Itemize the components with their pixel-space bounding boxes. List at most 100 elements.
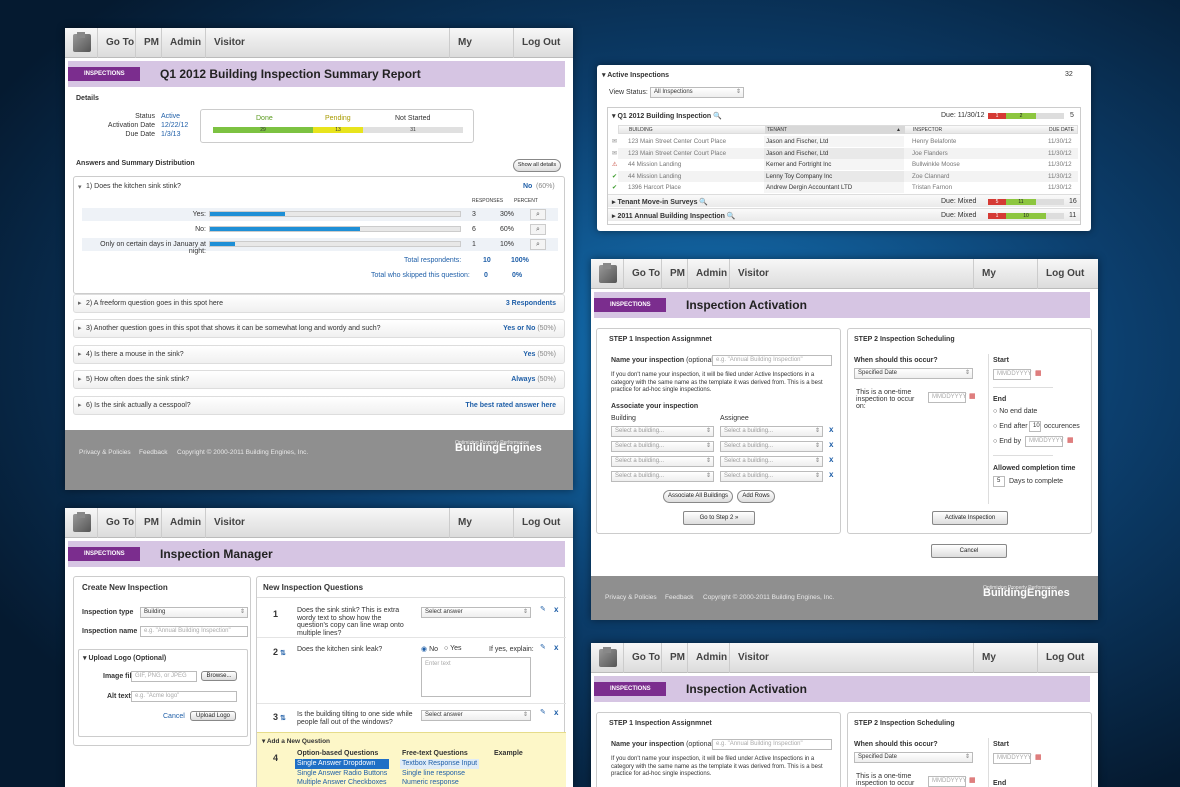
when-select[interactable]: Specified Date	[854, 752, 973, 763]
row-building[interactable]: 123 Main Street Center Court Place	[628, 149, 727, 157]
remove-row-icon[interactable]: x	[829, 455, 834, 464]
activate-inspection-button[interactable]: Activate Inspection	[932, 511, 1008, 525]
table-row[interactable]: ✔ 44 Mission Landing Lenny Toy Company Inc…	[612, 170, 1078, 182]
q2-yes-option[interactable]: ○ Yes	[444, 645, 461, 652]
nav-visitor[interactable]: Visitor	[205, 28, 445, 58]
reorder-icon[interactable]: ⇅	[278, 715, 286, 722]
col-due-date[interactable]: DUE DATE	[1049, 127, 1074, 133]
nav-admin[interactable]: Admin	[161, 28, 205, 58]
assignee-select[interactable]: Select a building...	[720, 426, 823, 437]
nav-admin[interactable]: Admin	[687, 643, 729, 673]
remove-row-icon[interactable]: x	[829, 440, 834, 449]
type-select[interactable]: Building	[140, 607, 248, 618]
building-logo-icon[interactable]	[599, 263, 617, 283]
q1-answer-select[interactable]: Select answer	[421, 607, 531, 618]
footer-privacy-link[interactable]: Privacy & Policies	[79, 449, 131, 456]
q2-no-option[interactable]: ◉ No	[421, 645, 438, 653]
remove-row-icon[interactable]: x	[829, 425, 834, 434]
building-logo-icon[interactable]	[599, 647, 617, 667]
nav-pm[interactable]: PM	[661, 259, 687, 289]
question-3-row[interactable]: 3) Another question goes in this spot th…	[73, 319, 565, 338]
start-date-input[interactable]: MMDDYYYY	[993, 753, 1032, 764]
nav-pm[interactable]: PM	[135, 28, 161, 58]
associate-all-button[interactable]: Associate All Buildings	[663, 490, 733, 503]
question-6-row[interactable]: 6) Is the sink actually a cesspool? The b…	[73, 396, 565, 415]
question-2-row[interactable]: 2) A freeform question goes in this spot…	[73, 294, 565, 313]
delete-icon[interactable]: x	[554, 708, 559, 717]
building-select[interactable]: Select a building...	[611, 426, 714, 437]
active-inspections-title[interactable]: ▾ Active Inspections	[602, 71, 669, 79]
go-to-step-2-button[interactable]: Go to Step 2 »	[683, 511, 755, 525]
edit-icon[interactable]: ✎	[540, 644, 546, 651]
assignee-select[interactable]: Select a building...	[720, 471, 823, 482]
nav-visitor[interactable]: Visitor	[729, 643, 969, 673]
onetime-date-input[interactable]: MMDDYYYY	[928, 392, 967, 403]
col-tenant[interactable]: TENANT ▲	[765, 126, 905, 134]
nav-my-account[interactable]: My Account	[973, 259, 1037, 309]
nav-visitor[interactable]: Visitor	[205, 508, 445, 538]
calendar-icon[interactable]: ▦	[969, 393, 976, 400]
calendar-icon[interactable]: ▦	[1035, 370, 1042, 377]
reorder-icon[interactable]: ⇅	[278, 650, 286, 657]
question-5-row[interactable]: 5) How often does the sink stink?Always …	[73, 370, 565, 389]
building-select[interactable]: Select a building...	[611, 456, 714, 467]
start-date-input[interactable]: MMDDYYYY	[993, 369, 1032, 380]
upload-logo-button[interactable]: Upload Logo	[190, 711, 236, 721]
inspection-name-input[interactable]: e.g. "Annual Building Inspection"	[712, 355, 832, 366]
add-question-heading[interactable]: ▾ Add a New Question	[262, 738, 331, 745]
remove-row-icon[interactable]: x	[829, 470, 834, 479]
cancel-link[interactable]: Cancel	[163, 713, 185, 720]
nav-goto[interactable]: Go To	[97, 28, 135, 58]
q3-answer-select[interactable]: Select answer	[421, 710, 531, 721]
no-end-option[interactable]: ○ No end date	[993, 408, 1037, 415]
inspection-name-input[interactable]: e.g. "Annual Building Inspection"	[140, 626, 248, 637]
radio-icon[interactable]: ○	[993, 423, 998, 430]
nav-pm[interactable]: PM	[661, 643, 687, 673]
radio-icon[interactable]: ○	[993, 408, 998, 415]
occurrences-input[interactable]: 10	[1029, 421, 1041, 432]
expand-arrow-icon[interactable]: ▾	[78, 184, 82, 191]
group1-header[interactable]: ▾ Q1 2012 Building Inspection 🔍	[612, 112, 722, 120]
col-inspector[interactable]: INSPECTOR	[913, 127, 943, 133]
row-building[interactable]: 44 Mission Landing	[628, 161, 682, 168]
nav-admin[interactable]: Admin	[687, 259, 729, 289]
search-icon[interactable]: 🔍	[711, 113, 722, 120]
nav-my-account[interactable]: My Account	[449, 508, 513, 558]
footer-feedback-link[interactable]: Feedback	[139, 449, 168, 456]
delete-icon[interactable]: x	[554, 605, 559, 614]
table-row[interactable]: ⚠ 44 Mission Landing Kerner and Fortright …	[612, 159, 1078, 170]
view-status-select[interactable]: All Inspections	[650, 87, 744, 98]
zoom-icon[interactable]: ⌕	[530, 224, 546, 235]
calendar-icon[interactable]: ▦	[1035, 754, 1042, 761]
nav-goto[interactable]: Go To	[623, 643, 661, 673]
days-input[interactable]: 5	[993, 476, 1005, 487]
row-building[interactable]: 1396 Harcort Place	[628, 184, 681, 191]
question-4-row[interactable]: 4) Is there a mouse in the sink? Yes (50%…	[73, 345, 565, 364]
end-after-option[interactable]: ○ End after	[993, 423, 1028, 430]
show-all-details-button[interactable]: Show all details	[513, 159, 561, 172]
footer-privacy-link[interactable]: Privacy & Policies	[605, 594, 657, 601]
radio-icon[interactable]: ○	[444, 645, 449, 652]
delete-icon[interactable]: x	[554, 643, 559, 652]
single-answer-dropdown-item[interactable]: Single Answer Dropdown	[295, 759, 390, 769]
calendar-icon[interactable]: ▦	[1067, 437, 1074, 444]
group3-row[interactable]: ▸ 2011 Annual Building Inspection 🔍 Due:…	[608, 208, 1080, 221]
col-building[interactable]: BUILDING	[629, 127, 653, 133]
building-select[interactable]: Select a building...	[611, 471, 714, 482]
building-select[interactable]: Select a building...	[611, 441, 714, 452]
nav-visitor[interactable]: Visitor	[729, 259, 969, 289]
assignee-select[interactable]: Select a building...	[720, 456, 823, 467]
onetime-date-input[interactable]: MMDDYYYY	[928, 776, 967, 787]
table-row[interactable]: ✉ 123 Main Street Center Court Place Jason…	[612, 136, 1078, 147]
textbox-response-item[interactable]: Textbox Response Input	[400, 759, 480, 769]
nav-pm[interactable]: PM	[135, 508, 161, 538]
q2-explain-textarea[interactable]: Enter text	[421, 657, 531, 697]
building-logo-icon[interactable]	[73, 32, 91, 52]
zoom-icon[interactable]: ⌕	[530, 239, 546, 250]
numeric-response-item[interactable]: Numeric response	[402, 779, 459, 786]
table-row[interactable]: ✔ 1396 Harcort Place Andrew Dergin Account…	[612, 182, 1078, 193]
end-by-date-input[interactable]: MMDDYYYY	[1025, 436, 1064, 447]
nav-my-account[interactable]: My Account	[973, 643, 1037, 693]
zoom-icon[interactable]: ⌕	[530, 209, 546, 220]
